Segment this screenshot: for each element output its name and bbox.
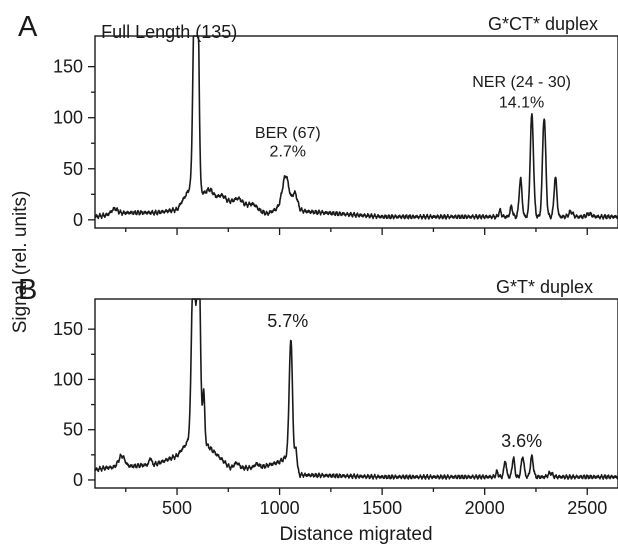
panel-a-y-tick-label: 150 — [53, 57, 83, 77]
panel-b-x-tick-label: 1500 — [362, 498, 402, 518]
panel-a-y-tick-label: 50 — [63, 159, 83, 179]
panel-b-x-tick-labels: 500 1000 1500 2000 2500 — [162, 498, 607, 518]
panel-b-annotation: 3.6% — [501, 431, 542, 451]
panel-b-frame — [94, 298, 618, 489]
panel-a-letter: A — [18, 11, 38, 43]
panel-a-y-tick-labels: 0 50 100 150 — [53, 57, 83, 230]
panel-a-annotation: 2.7% — [270, 144, 306, 161]
panel-b-letter: B — [18, 274, 37, 306]
panel-a-annotation: Full Length (135) — [101, 22, 237, 42]
panel-b-x-tick-label: 500 — [162, 498, 192, 518]
panel-b: B G*T* duplex 0 50 100 150 500 1000 1500 2000 2… — [18, 274, 618, 518]
panel-a-signal-trace — [94, 35, 618, 220]
panel-a-ticks — [88, 65, 588, 235]
panel-a-y-tick-label: 100 — [53, 108, 83, 128]
panel-b-x-tick-label: 1000 — [260, 498, 300, 518]
panel-b-y-tick-label: 150 — [53, 319, 83, 339]
panel-a: A G*CT* duplex 0 50 100 150 Full Length (13… — [18, 11, 618, 235]
panel-b-x-tick-label: 2000 — [465, 498, 505, 518]
x-axis-title: Distance migrated — [279, 524, 432, 544]
panel-a-annotation: 14.1% — [499, 94, 544, 111]
panel-a-title: G*CT* duplex — [488, 14, 598, 34]
panel-b-title: G*T* duplex — [496, 277, 593, 297]
panel-b-y-tick-label: 100 — [53, 369, 83, 389]
panel-a-annotation: BER (67) — [255, 125, 321, 142]
panel-b-y-tick-label: 50 — [63, 420, 83, 440]
panel-b-signal-trace — [94, 298, 618, 480]
panel-b-y-tick-label: 0 — [73, 470, 83, 490]
panel-b-annotations: 5.7% 3.6% — [267, 311, 542, 451]
panel-b-x-tick-label: 2500 — [567, 498, 607, 518]
y-axis-title: Signal (rel. units) — [10, 191, 31, 334]
panel-a-y-tick-label: 0 — [73, 210, 83, 230]
panel-b-annotation: 5.7% — [267, 311, 308, 331]
panel-a-annotation: NER (24 - 30) — [472, 74, 571, 91]
panel-b-y-tick-labels: 0 50 100 150 — [53, 319, 83, 490]
panel-a-annotations: Full Length (135) BER (67) 2.7% NER (24 - 3… — [101, 22, 571, 160]
panel-a-frame — [94, 35, 618, 229]
panel-b-ticks — [88, 328, 588, 495]
